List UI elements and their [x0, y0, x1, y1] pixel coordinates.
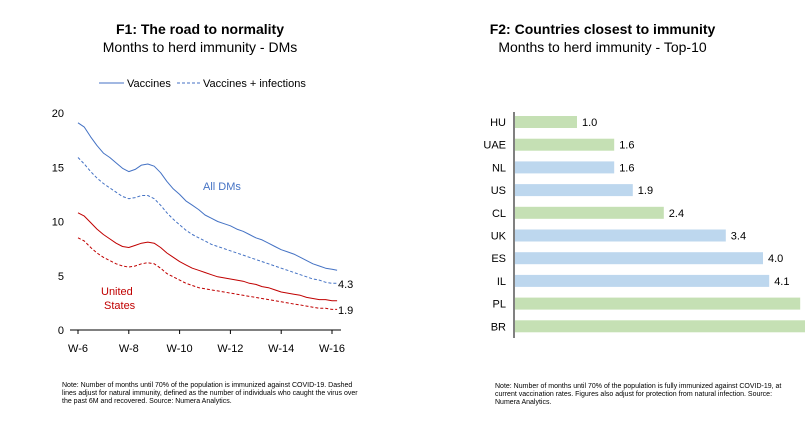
- y-axis: 0 5 10 15 20: [52, 108, 64, 337]
- y-tick-label: 0: [58, 325, 64, 337]
- left-chart-subtitle: Months to herd immunity - DMs: [102, 39, 298, 55]
- x-tick-label: W-10: [167, 343, 193, 355]
- bar: [515, 320, 805, 333]
- left-chart-note: Note: Number of months until 70% of the …: [62, 382, 358, 406]
- bar: [515, 297, 801, 310]
- y-tick-label: 5: [58, 271, 64, 283]
- bar-value-label: 1.9: [638, 185, 653, 197]
- bars-group: HU 1.0 UAE 1.6 NL 1.6 US 1.9 CL 2.4 UK 3.4 ES 4.0 IL 4.…: [483, 116, 805, 333]
- bar-value-label: 4.1: [774, 276, 789, 288]
- annotation-all-dms: All DMs: [203, 181, 241, 193]
- bar-chart: HU 1.0 UAE 1.6 NL 1.6 US 1.9 CL 2.4 UK 3.4 ES 4.0 IL 4.…: [483, 112, 805, 338]
- bar-value-label: 1.6: [619, 140, 634, 152]
- bar-value-label: 1.0: [582, 117, 597, 129]
- series-line-all-dms-dashed: [77, 157, 338, 284]
- bar: [515, 116, 577, 128]
- series-line-united-states-dashed: [77, 237, 338, 310]
- x-tick-label: W-16: [319, 343, 345, 355]
- bar: [515, 229, 726, 242]
- series-group: [77, 122, 338, 310]
- bar: [515, 184, 633, 197]
- bar-category-label: PL: [493, 299, 506, 311]
- bar-category-label: ES: [491, 253, 506, 265]
- bar-category-label: IL: [497, 276, 506, 288]
- end-label-us: 1.9: [338, 305, 353, 317]
- bar-category-label: UAE: [483, 140, 506, 152]
- legend-label-vaccines-infections: Vaccines + infections: [203, 78, 306, 90]
- bar-value-label: 1.6: [619, 162, 634, 174]
- bar-category-label: NL: [492, 162, 506, 174]
- bar-value-label: 3.4: [731, 231, 746, 243]
- x-tick-label: W-14: [268, 343, 294, 355]
- bar: [515, 206, 664, 219]
- bar-value-label: 4.0: [768, 253, 783, 265]
- legend-label-vaccines: Vaccines: [127, 78, 171, 90]
- series-line-all-dms-solid: [77, 122, 338, 271]
- x-tick-label: W-6: [68, 343, 88, 355]
- y-tick-label: 15: [52, 162, 64, 174]
- right-chart-subtitle: Months to herd immunity - Top-10: [498, 39, 707, 55]
- left-chart-panel: F1: The road to normality Months to herd…: [0, 0, 400, 439]
- bar: [515, 274, 770, 287]
- end-label-dms: 4.3: [338, 279, 353, 291]
- y-tick-label: 10: [52, 217, 64, 229]
- annotation-united: United: [101, 286, 133, 298]
- bar-category-label: US: [491, 185, 506, 197]
- bar: [515, 161, 615, 174]
- left-chart-title: F1: The road to normality: [115, 21, 284, 37]
- right-chart-title: F2: Countries closest to immunity: [489, 21, 716, 37]
- bar: [515, 252, 763, 265]
- legend: Vaccines Vaccines + infections: [99, 78, 306, 90]
- x-tick-label: W-12: [217, 343, 243, 355]
- bar: [515, 138, 615, 151]
- bar-category-label: HU: [490, 117, 506, 129]
- x-axis: W-6 W-8 W-10 W-12 W-14 W-16: [68, 330, 345, 355]
- right-chart-panel: F2: Countries closest to immunity Months…: [400, 0, 805, 439]
- annotation-states: States: [104, 300, 136, 312]
- bar-category-label: CL: [492, 208, 506, 220]
- right-chart-note: Note: Number of months until 70% of the …: [495, 383, 782, 407]
- series-line-united-states-solid: [77, 212, 338, 302]
- bar-value-label: 2.4: [669, 208, 684, 220]
- y-tick-label: 20: [52, 108, 64, 120]
- x-tick-label: W-8: [119, 343, 139, 355]
- bar-category-label: UK: [491, 231, 507, 243]
- bar-category-label: BR: [491, 321, 506, 333]
- line-chart: Vaccines Vaccines + infections 05101520 …: [52, 78, 354, 355]
